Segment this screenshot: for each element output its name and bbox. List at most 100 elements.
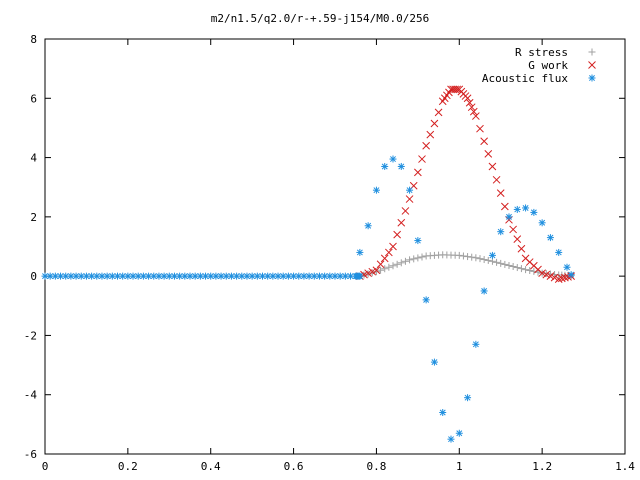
data-point <box>453 85 462 94</box>
data-point <box>389 242 397 251</box>
y-tick-label: 6 <box>30 92 37 105</box>
legend-label: Acoustic flux <box>482 72 568 85</box>
data-point <box>426 130 435 139</box>
data-point <box>513 264 521 272</box>
data-point <box>505 213 513 221</box>
data-point <box>430 358 438 366</box>
data-point <box>497 228 505 236</box>
data-point <box>410 255 418 263</box>
series-g-work <box>356 85 575 283</box>
data-point <box>517 265 525 273</box>
data-point <box>501 260 509 268</box>
data-point <box>207 272 215 280</box>
data-point <box>356 248 364 256</box>
data-point <box>377 266 385 274</box>
x-tick-label: 0.2 <box>118 460 138 473</box>
data-point <box>480 287 488 295</box>
plot-frame <box>44 38 626 455</box>
data-point <box>176 272 184 280</box>
data-point <box>385 263 393 271</box>
data-point <box>554 275 563 283</box>
data-point <box>546 272 555 280</box>
data-point <box>509 263 517 271</box>
data-point <box>401 207 410 215</box>
x-tick-label: 0 <box>42 460 49 473</box>
data-point <box>517 244 526 253</box>
data-point <box>488 162 497 171</box>
x-tick-label: 0.4 <box>201 460 221 473</box>
data-point <box>530 208 538 216</box>
data-point <box>476 255 484 263</box>
data-point <box>546 234 554 242</box>
y-tick-label: 0 <box>30 270 37 283</box>
data-point <box>405 195 414 203</box>
data-point <box>439 409 447 416</box>
data-point <box>464 394 472 402</box>
data-point <box>259 272 266 280</box>
data-point <box>538 219 546 227</box>
y-tick-label: 4 <box>30 152 37 165</box>
data-point <box>418 155 426 163</box>
data-point <box>82 272 90 280</box>
data-point <box>509 225 517 234</box>
series-acoustic-flux <box>41 155 575 443</box>
data-point <box>368 269 376 277</box>
data-point <box>484 150 493 158</box>
data-point <box>464 253 472 261</box>
data-point <box>356 272 364 280</box>
legend-marker <box>588 74 596 82</box>
x-tick-label: 1.4 <box>615 460 635 473</box>
data-point <box>376 260 385 269</box>
data-point <box>145 272 153 280</box>
data-point <box>372 186 380 194</box>
data-point <box>522 204 530 212</box>
data-point <box>488 251 496 259</box>
data-point <box>459 252 467 260</box>
data-point <box>364 269 372 278</box>
y-tick-label: 8 <box>30 33 37 46</box>
data-point <box>480 256 488 264</box>
data-point <box>372 266 381 275</box>
data-point <box>455 251 463 259</box>
data-point <box>526 267 534 275</box>
data-point <box>567 271 575 279</box>
x-tick-label: 1 <box>456 460 463 473</box>
legend-label: R stress <box>515 46 568 59</box>
data-point <box>414 237 422 245</box>
data-point <box>150 272 158 280</box>
data-point <box>484 256 492 264</box>
x-tick-label: 0.6 <box>284 460 304 473</box>
data-point <box>563 263 571 271</box>
data-point <box>305 272 313 280</box>
data-point <box>496 189 505 197</box>
data-point <box>347 272 355 280</box>
data-point <box>472 112 480 120</box>
data-point <box>513 205 521 213</box>
data-point <box>389 155 397 163</box>
chart-title: m2/n1.5/q2.0/r-+.59-j154/M0.0/256 <box>211 12 430 25</box>
data-point <box>480 137 488 146</box>
y-tick-label: 2 <box>30 211 37 224</box>
data-point <box>505 261 513 269</box>
data-point <box>393 230 401 239</box>
data-point <box>389 262 397 270</box>
data-point <box>381 265 389 273</box>
data-point <box>406 186 414 194</box>
data-point <box>522 266 530 274</box>
data-point <box>472 254 480 262</box>
data-point <box>360 270 368 279</box>
data-point <box>264 272 272 280</box>
data-point <box>170 272 178 280</box>
data-point <box>557 274 566 283</box>
data-marks <box>41 85 575 443</box>
data-point <box>488 257 496 265</box>
legend-marker <box>588 48 596 56</box>
data-point <box>397 259 405 267</box>
data-point <box>493 258 501 266</box>
data-point <box>368 267 377 276</box>
data-point <box>447 435 455 443</box>
y-tick-label: -2 <box>24 329 37 342</box>
